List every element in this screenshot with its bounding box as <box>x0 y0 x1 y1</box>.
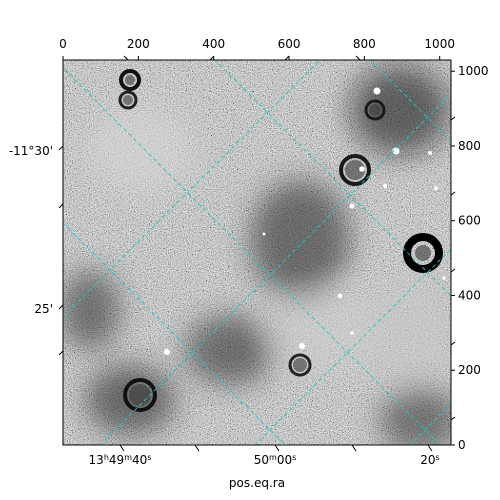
sky-image <box>63 60 451 445</box>
right-tick-label: 1000 <box>458 64 489 78</box>
world-tick-mark <box>58 350 64 356</box>
ra-tick-label: 20s <box>420 453 439 468</box>
bright-source <box>164 349 170 355</box>
grid-line <box>99 93 451 445</box>
world-tick-mark <box>355 55 361 61</box>
top-tick-label: 1000 <box>424 37 455 51</box>
dark-ring-core <box>415 245 431 261</box>
world-tick-mark <box>450 416 456 421</box>
world-tick-mark <box>427 444 433 452</box>
world-tick-mark <box>119 444 125 452</box>
grid-line <box>254 248 451 445</box>
dec-tick-label: 25' <box>34 302 53 316</box>
bright-source <box>428 151 432 155</box>
dark-ring-feature <box>364 99 386 121</box>
ra-tick-label: 50m00s <box>254 453 297 468</box>
dark-ring-feature <box>403 233 443 273</box>
world-tick-mark <box>58 203 64 209</box>
right-tick-label: 0 <box>458 438 466 452</box>
dark-ring-core <box>123 95 133 105</box>
right-tick-label: 200 <box>458 363 481 377</box>
top-tick-label: 400 <box>202 37 225 51</box>
ra-tick-label: 13h49m40s <box>89 453 152 468</box>
dark-ring-feature <box>288 353 312 377</box>
dark-ring-core <box>369 104 381 116</box>
bright-source <box>373 87 381 95</box>
bright-source <box>350 331 354 335</box>
world-tick-mark <box>351 444 357 452</box>
bright-source <box>392 147 400 155</box>
right-tick-label: 600 <box>458 214 481 228</box>
grid-line <box>214 60 451 297</box>
world-tick-mark <box>123 55 129 61</box>
right-tick-label: 800 <box>458 139 481 153</box>
world-tick-mark <box>58 145 64 151</box>
bright-source <box>262 232 266 236</box>
world-tick-mark <box>274 444 280 452</box>
grid-line <box>63 60 321 318</box>
world-tick-mark <box>450 116 456 121</box>
world-tick-mark <box>194 444 200 452</box>
bright-source <box>434 186 438 190</box>
top-tick-label: 600 <box>278 37 301 51</box>
world-tick-mark <box>450 268 456 273</box>
dark-ring-core <box>129 384 151 406</box>
plot-frame <box>62 59 452 446</box>
dark-ring-feature <box>119 69 141 91</box>
right-pixel-axis: 0 200 400 600 800 1000 <box>451 64 489 452</box>
bright-source <box>337 293 343 299</box>
dark-ring-feature <box>123 378 157 412</box>
bright-source <box>382 183 388 189</box>
dark-ring-core <box>345 160 365 180</box>
top-tick-label: 800 <box>353 37 376 51</box>
top-tick-label: 200 <box>127 37 150 51</box>
bright-source <box>299 343 305 349</box>
top-pixel-axis: 0 200 400 600 800 1000 <box>59 37 455 60</box>
bright-source <box>442 276 446 280</box>
dec-tick-label: -11°30' <box>9 144 53 158</box>
world-tick-mark <box>58 304 64 310</box>
top-tick-label: 0 <box>59 37 67 51</box>
world-tick-mark <box>284 55 290 61</box>
grid-line <box>63 222 286 445</box>
dark-ring-feature <box>118 90 138 110</box>
bright-source <box>359 166 365 172</box>
dark-ring-core <box>125 75 135 85</box>
world-tick-mark <box>450 191 456 196</box>
world-tick-mark <box>450 341 456 346</box>
bright-source <box>349 203 355 209</box>
x-axis-label: pos.eq.ra <box>229 476 285 490</box>
world-tick-mark <box>209 55 215 61</box>
dark-ring-core <box>293 358 307 372</box>
right-tick-label: 400 <box>458 288 481 302</box>
world-coordinate-axes: 13h49m40s 50m00s 20s -11°30' 25' <box>9 55 456 468</box>
dark-ring-feature <box>339 154 371 186</box>
